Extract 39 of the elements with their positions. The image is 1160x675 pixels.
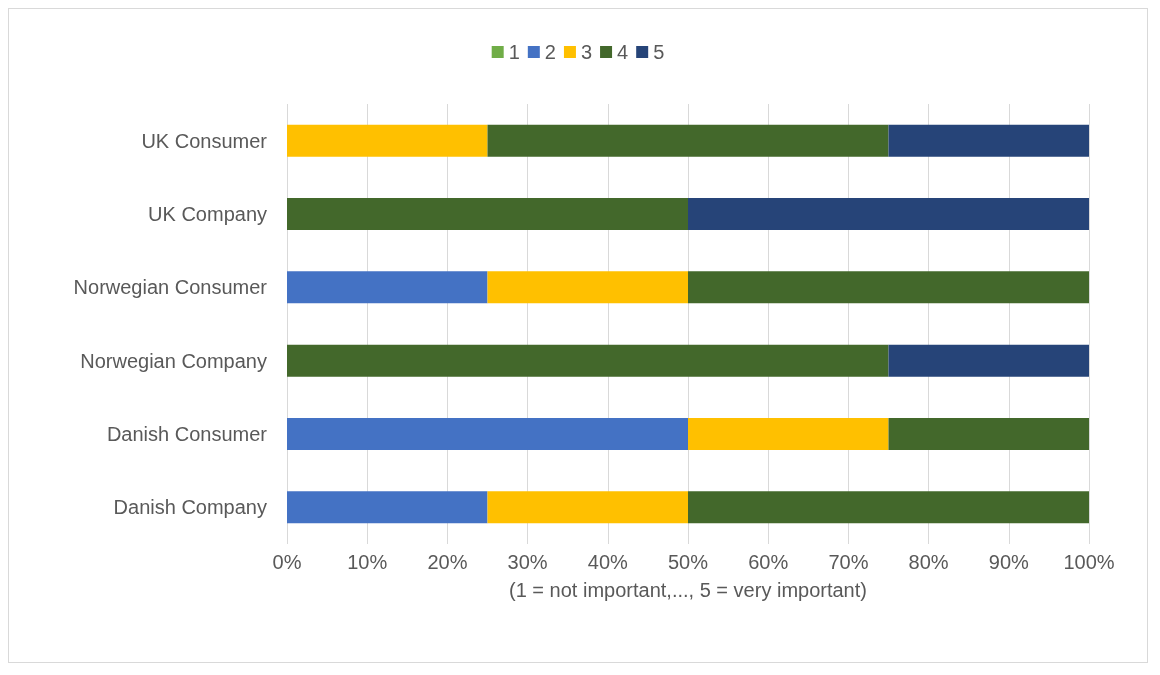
x-tick-label: 10% [347,551,388,573]
legend-label: 3 [580,41,593,63]
y-tick-label: Danish Company [113,496,267,519]
legend-label: 4 [617,41,629,63]
bar [287,344,889,377]
legend-label: 2 [544,41,556,63]
legend-label: 1 [508,41,520,63]
x-tick-label: 90% [988,551,1030,573]
x-tick-label: 70% [828,551,869,573]
x-tick-label: 80% [908,551,949,573]
x-tick-label: 50% [667,551,709,573]
bar [888,344,1089,377]
y-tick-label: Danish Consumer [106,423,268,445]
x-tick-label: 0% [272,551,302,573]
legend-label: 5 [653,41,665,63]
x-tick-label: 30% [507,551,548,573]
bar [888,124,1089,157]
x-tick-label: 40% [587,551,629,573]
y-tick-label: UK Company [148,203,267,225]
y-tick-label: UK Consumer [141,129,268,152]
bar [487,271,688,304]
bar [487,124,889,157]
x-tick-label: 100% [1063,551,1115,573]
bar [287,198,688,230]
x-axis-title: (1 = not important,..., 5 = very important) [509,579,867,601]
x-tick-label: 20% [427,551,468,573]
y-tick-label: Norwegian Consumer [73,276,268,299]
bar [688,271,1089,304]
bar [287,271,488,304]
bar [688,418,889,450]
y-tick-label: Norwegian Company [80,349,267,372]
bar [287,124,488,157]
x-tick-label: 60% [748,551,789,573]
bar [287,491,488,524]
bar [688,198,1089,230]
bar [888,418,1089,450]
bar [688,491,1089,524]
bar [287,418,688,450]
bar [487,491,688,524]
